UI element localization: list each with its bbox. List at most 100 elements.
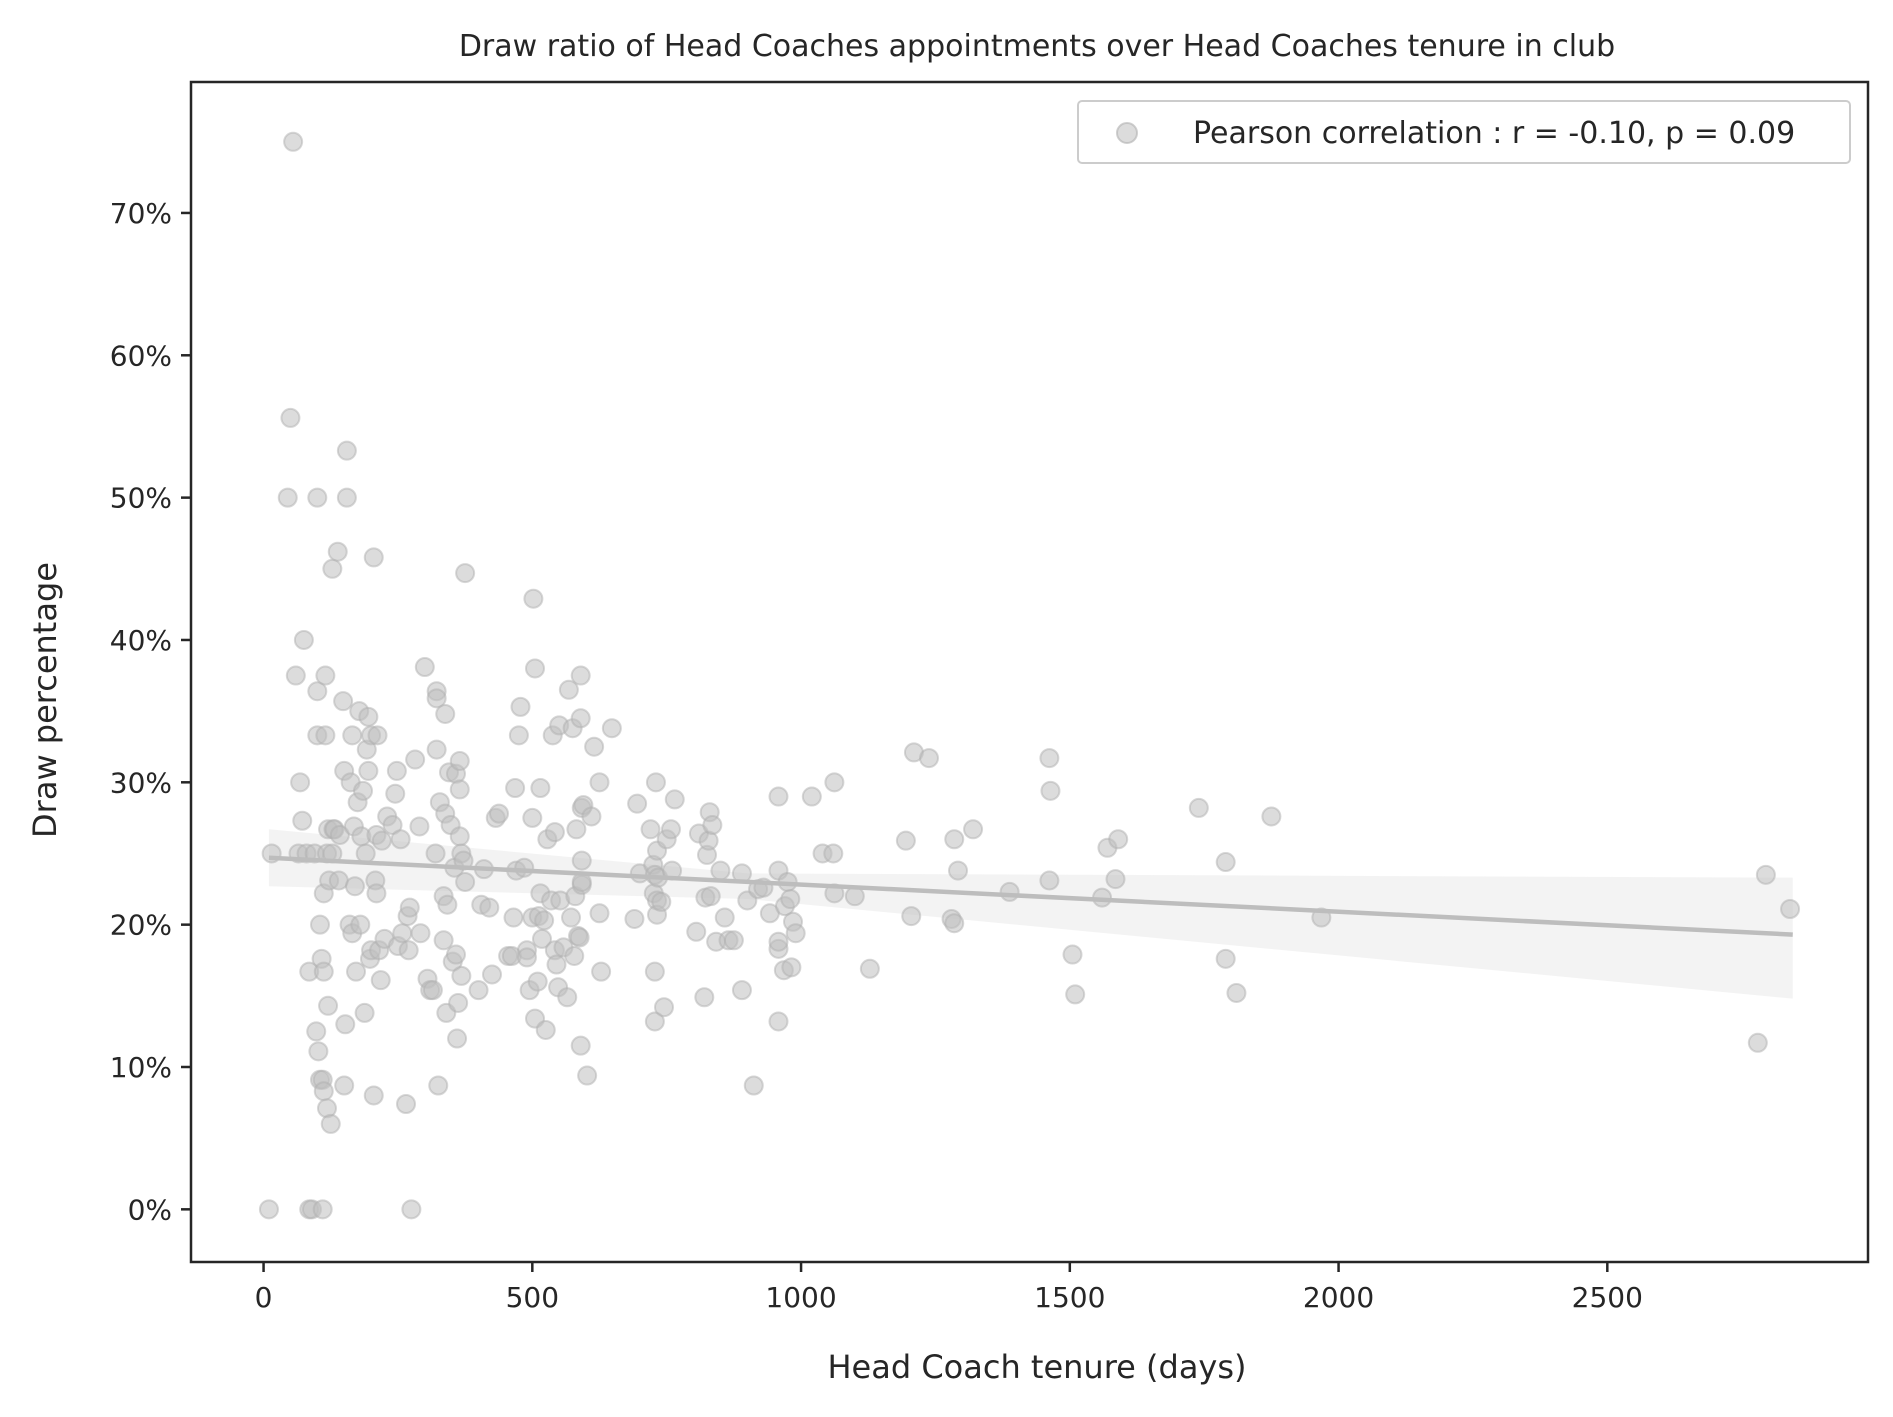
data-point <box>385 783 406 804</box>
data-point <box>723 930 744 951</box>
data-point <box>570 665 591 686</box>
data-point <box>859 958 880 979</box>
data-point <box>336 487 357 508</box>
data-point <box>390 829 411 850</box>
data-point <box>510 696 531 717</box>
data-point <box>293 629 314 650</box>
x-axis-ticks: 0 500 1000 1500 2000 2500 <box>255 1262 1643 1314</box>
data-point <box>358 706 379 727</box>
data-point <box>781 957 802 978</box>
data-point <box>344 876 365 897</box>
data-point <box>367 725 388 746</box>
data-point <box>823 843 844 864</box>
data-point <box>743 1075 764 1096</box>
data-point <box>801 786 822 807</box>
y-tick-label: 50% <box>110 482 172 515</box>
data-point <box>566 819 587 840</box>
data-point <box>433 930 454 951</box>
y-tick-label: 10% <box>110 1051 172 1084</box>
data-point <box>694 987 715 1008</box>
data-point <box>584 736 605 757</box>
data-point <box>1780 898 1801 919</box>
data-point <box>1105 869 1126 890</box>
data-point <box>292 810 313 831</box>
data-point <box>428 1075 449 1096</box>
regression-line-layer <box>268 855 1793 937</box>
data-point <box>435 703 456 724</box>
data-point <box>322 558 343 579</box>
data-point <box>363 1085 384 1106</box>
data-point <box>561 907 582 928</box>
data-point <box>312 1199 333 1220</box>
data-point <box>366 883 387 904</box>
data-point <box>306 1021 327 1042</box>
data-point <box>448 992 469 1013</box>
x-tick-label: 2000 <box>1303 1281 1374 1314</box>
data-point <box>386 760 407 781</box>
data-point <box>334 1075 355 1096</box>
data-point <box>558 679 579 700</box>
legend-box <box>1077 100 1851 164</box>
legend: Pearson correlation : r = -0.10, p = 0.0… <box>1077 100 1851 164</box>
x-tick-label: 0 <box>255 1281 273 1314</box>
data-point <box>895 830 916 851</box>
data-point <box>327 541 348 562</box>
data-point <box>589 772 610 793</box>
data-point <box>447 1028 468 1049</box>
data-point <box>535 1019 556 1040</box>
data-point <box>1215 852 1236 873</box>
y-tick-label: 70% <box>110 197 172 230</box>
data-point <box>392 923 413 944</box>
data-point <box>449 826 470 847</box>
data-point <box>350 914 371 935</box>
data-point <box>944 913 965 934</box>
data-point <box>601 718 622 739</box>
data-point <box>482 964 502 985</box>
data-point <box>660 819 681 840</box>
data-point <box>589 903 610 924</box>
data-point <box>780 889 801 910</box>
data-point <box>371 830 392 851</box>
data-point <box>313 961 334 982</box>
data-point <box>570 1035 591 1056</box>
data-point <box>315 725 336 746</box>
data-point <box>768 931 789 952</box>
data-point <box>346 961 367 982</box>
data-point <box>557 987 578 1008</box>
data-point <box>640 819 661 840</box>
data-point <box>1261 806 1282 827</box>
plot-area-frame <box>189 80 1870 1264</box>
data-point <box>1040 780 1061 801</box>
y-axis-ticks: 0% 10% 20% 30% 40% 50% 60% 70% <box>110 197 191 1226</box>
data-point <box>401 1199 422 1220</box>
data-point <box>686 921 707 942</box>
data-point <box>358 760 379 781</box>
data-point <box>1226 982 1247 1003</box>
data-point <box>449 750 470 771</box>
data-point <box>399 897 420 918</box>
data-points-layer <box>258 131 1801 1220</box>
data-point <box>277 487 298 508</box>
data-point <box>488 803 509 824</box>
data-point <box>445 944 466 965</box>
data-point <box>449 779 470 800</box>
data-point <box>258 1199 279 1220</box>
data-point <box>353 780 373 801</box>
y-axis-label: Draw percentage <box>26 562 64 838</box>
data-point <box>570 708 591 729</box>
data-point <box>651 891 672 912</box>
data-point <box>437 894 458 915</box>
data-point <box>1188 797 1209 818</box>
data-point <box>320 1113 341 1134</box>
data-point <box>426 688 447 709</box>
data-point <box>591 961 612 982</box>
data-point <box>710 860 731 881</box>
data-point <box>505 778 526 799</box>
data-point <box>354 1002 375 1023</box>
data-point <box>824 772 845 793</box>
legend-marker <box>1116 122 1138 144</box>
data-point <box>768 1011 789 1032</box>
data-point <box>1755 864 1776 885</box>
data-point <box>318 995 339 1016</box>
data-point <box>422 980 443 1001</box>
